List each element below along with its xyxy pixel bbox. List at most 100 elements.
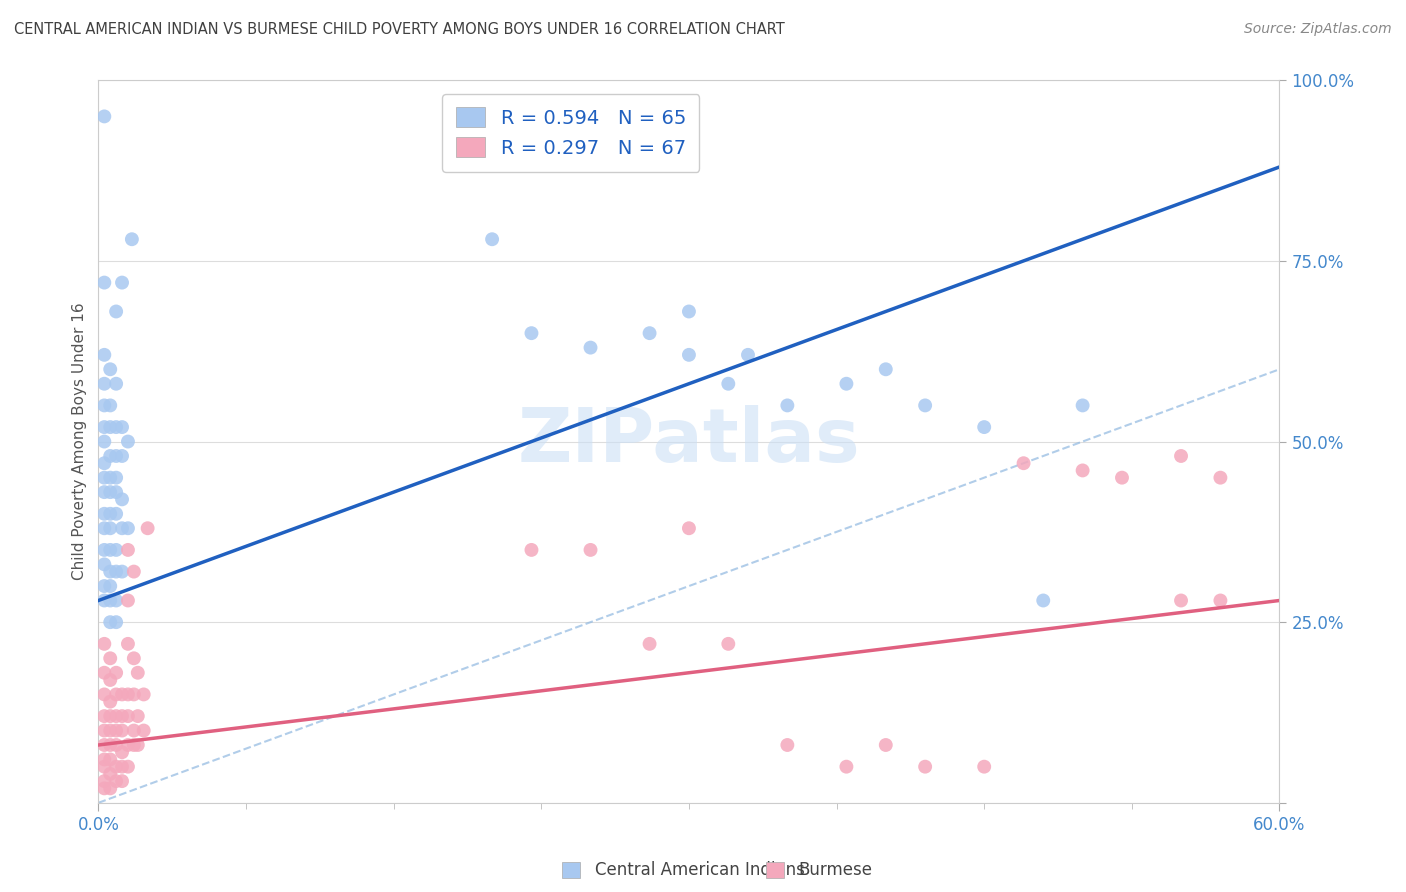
Point [93,637,115,651]
Point [93,781,115,796]
Point [481,232,503,246]
Point [717,376,740,391]
Point [105,738,128,752]
Point [93,774,115,789]
Point [105,760,128,774]
Point [127,665,149,680]
Point [98,507,121,521]
Point [127,709,149,723]
Point [98,695,121,709]
Point [111,709,134,723]
Point [98,709,121,723]
Point [117,542,139,557]
Point [105,593,128,607]
Point [98,485,121,500]
Point [93,507,115,521]
Point [678,348,700,362]
Point [105,304,128,318]
Point [678,521,700,535]
Text: Burmese: Burmese [799,861,873,879]
Point [105,470,128,484]
Point [117,434,139,449]
Point [1170,593,1192,607]
Point [93,276,115,290]
Point [638,637,661,651]
Point [93,723,115,738]
Point [111,774,134,789]
Point [122,723,145,738]
Point [98,767,121,781]
Point [776,738,799,752]
Point [122,565,145,579]
Point [1170,449,1192,463]
Point [93,593,115,607]
Point [914,398,936,412]
Point [127,738,149,752]
Point [93,738,115,752]
Point [973,760,995,774]
Point [93,376,115,391]
Text: CENTRAL AMERICAN INDIAN VS BURMESE CHILD POVERTY AMONG BOYS UNDER 16 CORRELATION: CENTRAL AMERICAN INDIAN VS BURMESE CHILD… [14,22,785,37]
Point [717,637,740,651]
Point [122,651,145,665]
Point [136,521,159,535]
Point [98,565,121,579]
Legend: R = 0.594   N = 65, R = 0.297   N = 67: R = 0.594 N = 65, R = 0.297 N = 67 [441,94,700,171]
Point [776,398,799,412]
Point [98,738,121,752]
Point [98,362,121,376]
Point [98,470,121,484]
Text: ZIPatlas: ZIPatlas [517,405,860,478]
Point [638,326,661,340]
Point [117,521,139,535]
Point [122,687,145,701]
Point [93,687,115,701]
Point [98,673,121,687]
Text: Central American Indians: Central American Indians [595,861,804,879]
Point [98,398,121,412]
Point [117,709,139,723]
Point [835,376,858,391]
Point [737,348,759,362]
Point [93,558,115,572]
Point [973,420,995,434]
Point [98,579,121,593]
Point [98,449,121,463]
Point [105,485,128,500]
Y-axis label: Child Poverty Among Boys Under 16: Child Poverty Among Boys Under 16 [72,302,87,581]
Point [111,521,134,535]
Point [93,760,115,774]
Point [111,449,134,463]
Point [93,542,115,557]
Point [98,781,121,796]
Point [1071,463,1094,477]
Point [105,615,128,630]
Point [93,398,115,412]
Point [105,542,128,557]
Point [93,665,115,680]
Text: Source: ZipAtlas.com: Source: ZipAtlas.com [1244,22,1392,37]
Point [117,760,139,774]
Point [121,232,143,246]
Point [111,492,134,507]
Point [111,276,134,290]
Point [111,723,134,738]
Point [93,348,115,362]
Point [98,521,121,535]
Point [1209,593,1232,607]
Point [117,687,139,701]
Point [105,507,128,521]
Point [105,376,128,391]
Point [579,341,602,355]
Point [98,723,121,738]
Point [117,738,139,752]
Point [132,687,155,701]
Point [875,362,897,376]
Point [1071,398,1094,412]
Point [132,723,155,738]
Point [105,665,128,680]
Point [111,745,134,759]
Point [117,593,139,607]
Point [98,615,121,630]
Point [98,651,121,665]
